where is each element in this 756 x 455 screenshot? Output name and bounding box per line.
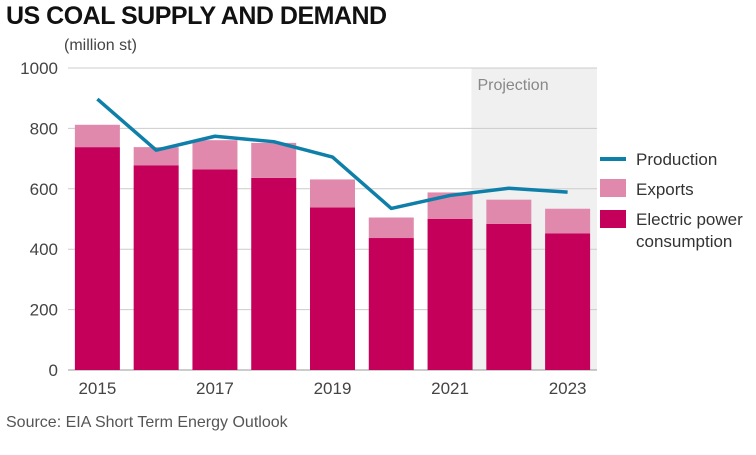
bars	[74, 124, 591, 370]
y-tick-label: 200	[30, 301, 58, 320]
y-tick-label: 400	[30, 240, 58, 259]
bar-exports-2020	[368, 217, 414, 239]
bar-exports-2022	[486, 199, 532, 224]
bar-exports-2018	[251, 142, 297, 178]
x-tick-label: 2015	[78, 379, 116, 398]
bar-exports-2016	[133, 147, 179, 166]
chart-title: US COAL SUPPLY AND DEMAND	[6, 2, 387, 30]
y-tick-label: 800	[30, 119, 58, 138]
legend-exports-label: Exports	[636, 180, 694, 199]
x-tick-label: 2021	[431, 379, 469, 398]
bar-electric-2018	[251, 177, 297, 370]
y-tick-label: 0	[49, 361, 58, 380]
bar-electric-2019	[310, 207, 355, 370]
bar-electric-2020	[368, 238, 414, 370]
projection-label: Projection	[477, 77, 548, 94]
bar-electric-2015	[74, 147, 120, 370]
y-axis-unit-label: (million st)	[64, 37, 137, 54]
bar-electric-2017	[192, 169, 238, 370]
bar-electric-2023	[545, 233, 591, 370]
bar-electric-2016	[133, 165, 179, 370]
bar-electric-2021	[427, 219, 473, 370]
y-tick-label: 600	[30, 180, 58, 199]
legend-production-label: Production	[636, 150, 717, 169]
x-axis-ticks: 2015 2017 2019 2021 2023	[78, 379, 586, 398]
y-tick-label: 1000	[20, 59, 58, 78]
legend: Production Exports Electric power consump…	[600, 150, 743, 251]
bar-electric-2022	[486, 223, 532, 370]
bar-exports-2019	[310, 179, 355, 208]
bar-exports-2017	[192, 140, 238, 170]
source-note: Source: EIA Short Term Energy Outlook	[6, 414, 288, 431]
production-line-group	[96, 97, 568, 211]
x-tick-label: 2023	[549, 379, 587, 398]
x-tick-label: 2017	[196, 379, 234, 398]
legend-electric-label: Electric power consumption	[636, 210, 743, 251]
x-tick-label: 2019	[314, 379, 352, 398]
y-axis-ticks: 0 200 400 600 800 1000	[20, 59, 58, 380]
bar-exports-2023	[545, 208, 591, 234]
bar-exports-2015	[74, 124, 120, 148]
legend-exports-swatch	[600, 179, 626, 197]
legend-electric-swatch	[600, 210, 626, 228]
